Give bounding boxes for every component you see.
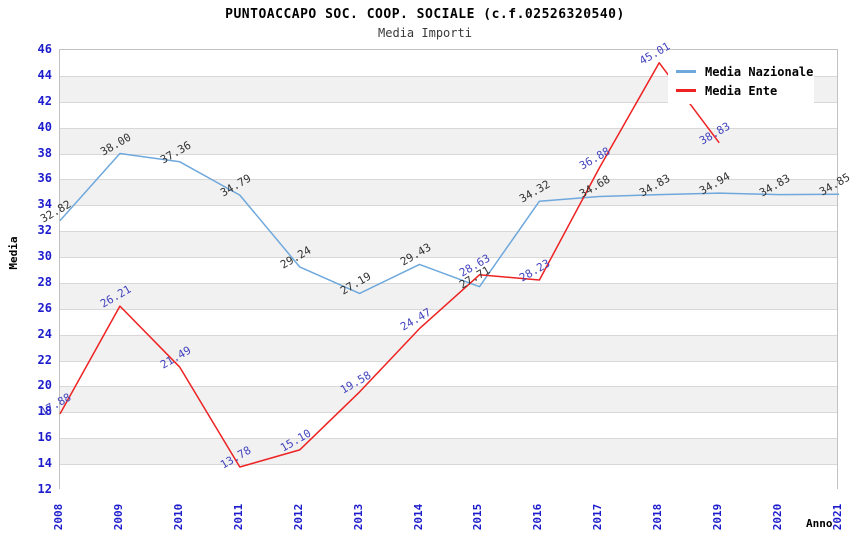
series-line-nazionale <box>59 152 840 295</box>
grid-band <box>60 127 837 154</box>
x-axis-title: Anno <box>806 517 833 530</box>
grid-band <box>60 101 837 128</box>
x-tick-label: 2014 <box>411 503 425 531</box>
grid-band <box>60 412 837 439</box>
grid-band <box>60 231 837 258</box>
chart-subtitle: Media Importi <box>378 26 472 40</box>
y-tick-label: 20 <box>37 378 52 393</box>
x-tick-label: 2017 <box>591 503 605 531</box>
grid-band <box>60 282 837 309</box>
legend: Media Nazionale Media Ente <box>668 57 814 104</box>
x-tick-label: 2012 <box>291 503 305 531</box>
legend-swatch-icon <box>676 70 696 73</box>
gridline <box>60 128 837 129</box>
y-tick-label: 44 <box>37 67 52 82</box>
gridline <box>60 464 837 465</box>
gridline <box>60 361 837 362</box>
x-tick-label: 2021 <box>831 503 844 531</box>
x-tick-label: 2013 <box>351 503 365 531</box>
legend-label: Media Nazionale <box>705 64 814 79</box>
y-tick-label: 16 <box>37 430 52 445</box>
gridline <box>60 386 837 387</box>
y-tick-label: 28 <box>37 274 52 289</box>
y-tick-label: 46 <box>37 42 52 56</box>
y-tick-label: 24 <box>37 326 52 341</box>
gridline <box>60 102 837 103</box>
gridline <box>60 154 837 155</box>
y-tick-label: 12 <box>37 482 52 496</box>
x-tick-label: 2018 <box>651 503 665 531</box>
gridline <box>60 231 837 232</box>
gridline <box>60 205 837 206</box>
y-tick-label: 42 <box>37 93 52 108</box>
x-tick-label: 2020 <box>771 503 785 531</box>
grid-band <box>60 257 837 283</box>
x-tick-label: 2008 <box>52 503 65 531</box>
legend-label: Media Ente <box>705 83 778 98</box>
gridline <box>60 283 837 284</box>
grid-band <box>60 308 837 335</box>
y-axis-title: Media <box>7 236 20 270</box>
gridline <box>60 76 837 77</box>
y-tick-label: 36 <box>37 171 52 186</box>
legend-swatch-icon <box>676 89 696 92</box>
chart-title: PUNTOACCAPO SOC. COOP. SOCIALE (c.f.0252… <box>225 7 625 22</box>
gridline <box>60 309 837 310</box>
y-tick-label: 26 <box>37 300 52 315</box>
grid-band <box>60 386 837 413</box>
y-tick-label: 34 <box>37 197 52 212</box>
legend-item-media-ente: Media Ente <box>676 81 808 100</box>
grid-band <box>60 438 837 465</box>
y-tick-label: 30 <box>37 249 52 264</box>
y-tick-label: 32 <box>37 223 52 238</box>
grid-band <box>60 334 837 361</box>
gridline <box>60 412 837 413</box>
y-tick-label: 38 <box>37 145 52 160</box>
x-tick-label: 2011 <box>231 503 245 531</box>
x-tick-label: 2009 <box>111 503 125 531</box>
gridline <box>60 257 837 258</box>
x-tick-label: 2016 <box>531 503 545 531</box>
series-lines <box>59 62 840 468</box>
x-tick-label: 2019 <box>711 503 725 531</box>
gridline <box>60 335 837 336</box>
x-tick-label: 2015 <box>471 503 485 531</box>
y-tick-label: 18 <box>37 404 52 419</box>
y-tick-label: 40 <box>37 119 52 134</box>
gridline <box>60 179 837 180</box>
legend-item-media-nazionale: Media Nazionale <box>676 62 813 81</box>
gridline <box>60 438 837 439</box>
series-line-ente <box>59 62 720 468</box>
plot-area <box>59 49 840 490</box>
grid-band <box>60 179 837 206</box>
y-tick-label: 14 <box>37 456 52 471</box>
y-tick-label: 22 <box>37 352 52 367</box>
grid-band <box>60 464 837 490</box>
grid-band <box>60 205 837 232</box>
x-tick-label: 2010 <box>171 503 185 531</box>
